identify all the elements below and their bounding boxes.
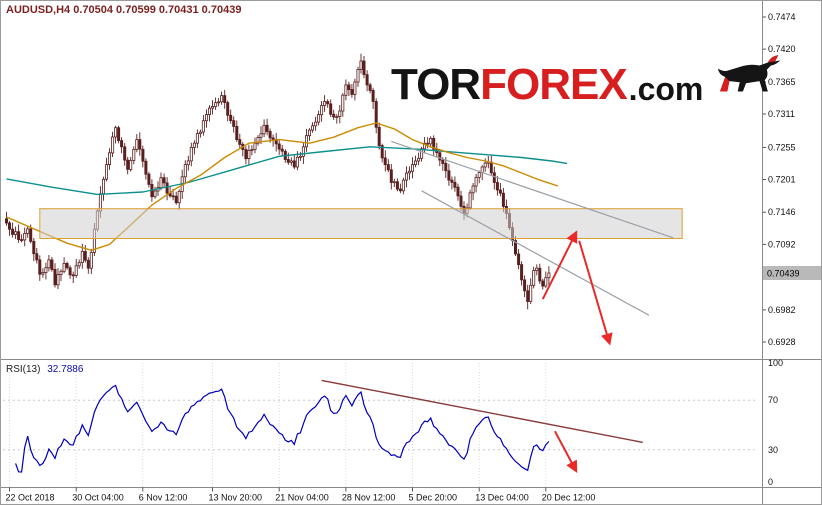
rsi-level-label: 100 <box>768 358 783 368</box>
price-axis-label: 0.7311 <box>768 109 795 119</box>
price-axis-label: 0.7255 <box>768 142 796 152</box>
price-axis-label: 0.7365 <box>768 77 796 87</box>
logo-tor: TOR <box>391 60 481 109</box>
bull-icon <box>718 55 781 92</box>
ma-slow-teal <box>6 146 568 196</box>
rsi-trendline <box>321 379 643 444</box>
price-axis-label: 0.7420 <box>768 44 796 54</box>
resistance-zone-rectangle[interactable] <box>39 208 683 239</box>
rsi-level-label: 70 <box>768 395 778 405</box>
logo-forex: FOREX <box>480 60 628 109</box>
time-axis-label: 28 Nov 12:00 <box>342 493 396 503</box>
price-axis-label: 0.6928 <box>768 337 796 347</box>
current-price-text: 0.70439 <box>767 269 800 279</box>
time-axis-label: 21 Nov 04:00 <box>275 493 329 503</box>
price-axis-label: 0.7201 <box>768 175 796 185</box>
moving-average-lines[interactable] <box>6 122 568 251</box>
logo-com: .com <box>628 71 704 107</box>
time-axis-label: 5 Dec 20:00 <box>409 493 458 503</box>
torforex-logo: TOR FOREX .com <box>391 51 783 107</box>
price-axis-label: 0.7146 <box>768 207 796 217</box>
time-axis-label: 13 Nov 20:00 <box>209 493 263 503</box>
rsi-indicator-label: RSI(13) 32.7886 <box>6 364 83 375</box>
rsi-forecast-arrow <box>554 430 578 474</box>
price-axis-label: 0.7474 <box>768 12 796 22</box>
ma-fast-orange <box>6 122 559 251</box>
rsi-level-label: 30 <box>768 445 778 455</box>
time-axis-label: 13 Dec 04:00 <box>475 493 529 503</box>
grid-lines <box>3 363 758 487</box>
forecast-arrows[interactable] <box>321 230 643 474</box>
rsi-value: 32.7886 <box>47 364 84 375</box>
current-price-badge <box>763 266 821 280</box>
rsi-name: RSI(13) <box>6 364 41 375</box>
price-axis-label: 0.6982 <box>768 305 796 315</box>
price-axis-label: 0.7092 <box>768 239 796 249</box>
time-axis-label: 22 Oct 2018 <box>6 493 55 503</box>
trend-channel-lines[interactable] <box>391 140 674 316</box>
time-axis-label: 20 Dec 12:00 <box>542 493 596 503</box>
time-axis-label: 30 Oct 04:00 <box>72 493 124 503</box>
time-axis-label: 6 Nov 12:00 <box>139 493 188 503</box>
symbol-ohlc-info: AUDUSD,H4 0.70504 0.70599 0.70431 0.7043… <box>6 4 242 16</box>
rsi-line <box>15 384 550 473</box>
rsi-level-label: 0 <box>768 477 773 487</box>
